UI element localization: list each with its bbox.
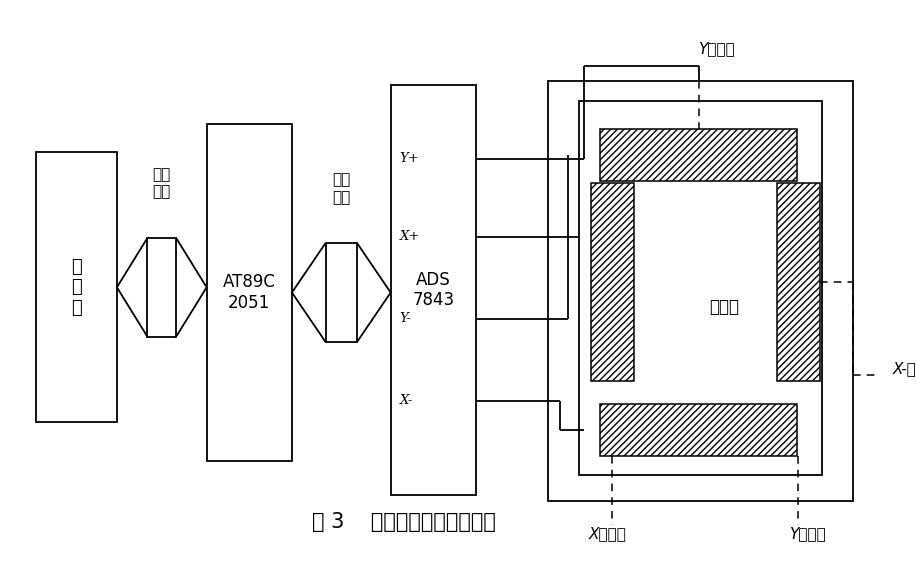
Text: X-: X- bbox=[399, 394, 413, 407]
Text: Y+: Y+ bbox=[399, 152, 420, 165]
Text: X＋电极: X＋电极 bbox=[589, 526, 627, 541]
Text: 触摸屏: 触摸屏 bbox=[710, 298, 739, 316]
Bar bbox=[600, 129, 797, 181]
Bar bbox=[548, 81, 853, 501]
Bar bbox=[390, 85, 476, 495]
Text: 图 3    系统硬件总体结构框图: 图 3 系统硬件总体结构框图 bbox=[312, 512, 496, 532]
Text: Y-: Y- bbox=[399, 312, 411, 325]
Bar bbox=[600, 404, 797, 456]
Text: 计
算
机: 计 算 机 bbox=[71, 258, 82, 317]
Bar bbox=[325, 243, 357, 342]
Bar bbox=[579, 101, 822, 476]
Text: X+: X+ bbox=[399, 230, 420, 243]
Text: 串行
通信: 串行 通信 bbox=[153, 167, 171, 200]
Bar bbox=[777, 183, 820, 381]
Text: Y－电极: Y－电极 bbox=[789, 526, 825, 541]
Text: ADS
7843: ADS 7843 bbox=[412, 271, 454, 309]
Text: X-电极: X-电极 bbox=[892, 361, 916, 376]
Text: 信息
处理: 信息 处理 bbox=[333, 172, 351, 205]
Bar bbox=[207, 124, 292, 461]
Text: Y＋电极: Y＋电极 bbox=[698, 41, 735, 56]
Bar bbox=[147, 238, 176, 337]
Bar bbox=[36, 152, 117, 423]
Text: AT89C
2051: AT89C 2051 bbox=[223, 273, 276, 312]
Bar bbox=[591, 183, 634, 381]
